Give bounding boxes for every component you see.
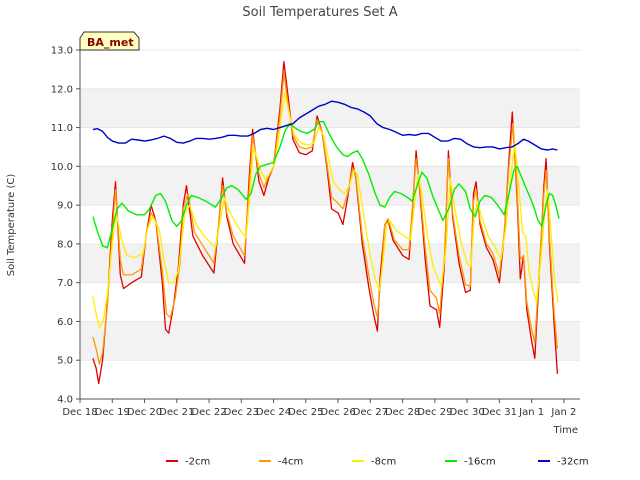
y-tick-label: 7.0 bbox=[57, 278, 73, 289]
legend-label: -8cm bbox=[371, 457, 396, 468]
series-line-2cmcm bbox=[92, 60, 559, 385]
axis-layer: 4.0 5.0 6.0 7.0 8.0 9.0 10.0 11.0 12.0 13.0 Dec 18… bbox=[51, 46, 580, 418]
x-tick-label: Dec 23 bbox=[224, 407, 259, 418]
x-tick-label: Dec 26 bbox=[320, 407, 355, 418]
x-tick-label: Dec 27 bbox=[353, 407, 388, 418]
station-badge: BA_met bbox=[79, 31, 140, 51]
y-tick-label: 11.0 bbox=[51, 123, 73, 134]
y-tick-label: 10.0 bbox=[51, 162, 73, 173]
grid-band bbox=[80, 321, 580, 361]
x-tick-label: Dec 22 bbox=[191, 407, 226, 418]
badge-shape bbox=[79, 31, 140, 51]
y-tick-label: 5.0 bbox=[57, 356, 73, 367]
badge-label: BA_met bbox=[87, 36, 134, 49]
y-axis-label: Soil Temperature (C) bbox=[6, 174, 17, 277]
legend-label: -4cm bbox=[278, 457, 303, 468]
y-tick-label: 9.0 bbox=[57, 201, 73, 212]
x-tick-label: Dec 25 bbox=[288, 407, 323, 418]
y-tick-label: 6.0 bbox=[57, 317, 73, 328]
y-tick-label: 4.0 bbox=[57, 395, 73, 406]
x-axis-label: Time bbox=[553, 425, 578, 436]
x-tick-label: Dec 28 bbox=[385, 407, 420, 418]
series-line-16cmcm bbox=[92, 121, 560, 249]
x-tick-label: Dec 21 bbox=[159, 407, 194, 418]
series-line-8cmcm bbox=[92, 92, 559, 328]
x-tick-label: Dec 24 bbox=[256, 407, 291, 418]
x-tick-label: Jan 1 bbox=[518, 407, 544, 418]
legend-label: -16cm bbox=[464, 457, 496, 468]
y-tick-label: 12.0 bbox=[51, 84, 73, 95]
x-tick-label: Dec 31 bbox=[482, 407, 517, 418]
legend-label: -32cm bbox=[557, 457, 589, 468]
x-tick-label: Dec 19 bbox=[95, 407, 130, 418]
x-tick-label: Dec 18 bbox=[62, 407, 97, 418]
y-tick-label: 13.0 bbox=[51, 46, 73, 57]
x-tick-label: Dec 29 bbox=[417, 407, 452, 418]
legend: -2cm -4cm -8cm -16cm -32cm bbox=[166, 457, 589, 468]
series-line-32cmcm bbox=[92, 100, 558, 151]
x-tick-label: Dec 20 bbox=[127, 407, 162, 418]
grid-band bbox=[80, 88, 580, 128]
chart-title: Soil Temperatures Set A bbox=[242, 5, 397, 20]
y-tick-label: 8.0 bbox=[57, 239, 73, 250]
plot-area bbox=[80, 49, 580, 400]
grid-band bbox=[80, 243, 580, 283]
series-line-4cmcm bbox=[92, 72, 559, 365]
x-tick-label: Jan 2 bbox=[550, 407, 576, 418]
legend-label: -2cm bbox=[185, 457, 210, 468]
x-tick-label: Dec 30 bbox=[449, 407, 484, 418]
series-layer bbox=[92, 60, 560, 385]
